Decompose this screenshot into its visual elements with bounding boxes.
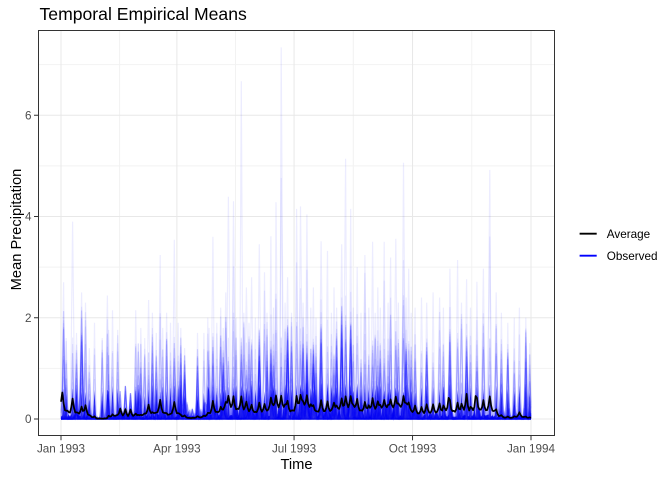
svg-text:Average: Average <box>607 228 650 241</box>
svg-text:Apr 1993: Apr 1993 <box>153 443 200 456</box>
svg-text:2: 2 <box>25 312 32 325</box>
svg-text:Jan 1993: Jan 1993 <box>37 443 85 456</box>
svg-text:Oct 1993: Oct 1993 <box>389 443 436 456</box>
svg-text:Jul 1993: Jul 1993 <box>272 443 316 456</box>
svg-text:0: 0 <box>25 413 32 426</box>
svg-text:Time: Time <box>280 457 312 473</box>
svg-text:Temporal Empirical Means: Temporal Empirical Means <box>40 4 247 24</box>
svg-text:Jan 1994: Jan 1994 <box>507 443 556 456</box>
svg-text:Observed: Observed <box>607 250 658 263</box>
svg-text:Mean Precipitation: Mean Precipitation <box>9 169 25 291</box>
svg-text:6: 6 <box>25 109 32 122</box>
svg-text:4: 4 <box>25 211 32 224</box>
